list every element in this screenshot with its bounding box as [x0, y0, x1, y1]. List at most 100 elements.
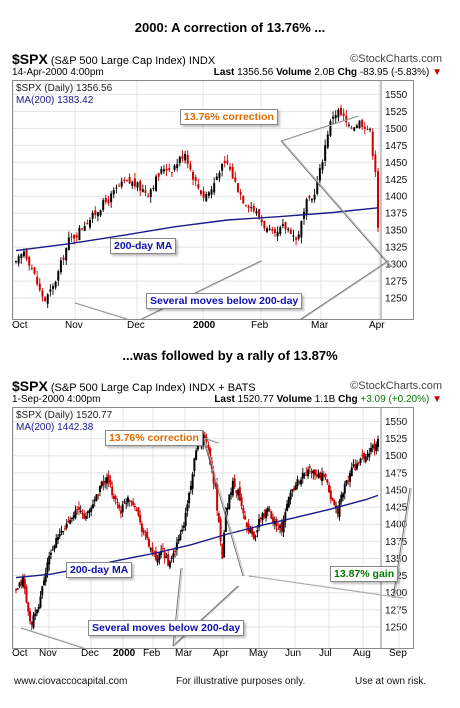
candle-body	[230, 492, 233, 495]
candle-body	[377, 171, 379, 228]
callout-leader-shadow	[301, 260, 390, 319]
candle-body	[110, 193, 113, 203]
candle-body	[303, 474, 306, 477]
chart-1-last: 1356.56	[237, 67, 274, 78]
candle-body	[326, 134, 329, 148]
candle-body	[28, 256, 31, 266]
callout-leader-shadow	[204, 437, 245, 577]
candle-body	[226, 160, 229, 164]
x-tick-label: Feb	[143, 648, 161, 659]
y-tick-label: 1450	[385, 485, 408, 496]
candle-body	[279, 525, 282, 529]
candle-body	[315, 474, 318, 476]
candle-body	[268, 508, 271, 511]
candle-body	[231, 480, 234, 496]
candle-body	[292, 235, 295, 237]
x-tick-label: Mar	[175, 648, 193, 659]
candle-body	[347, 124, 350, 126]
y-tick-label: 1300	[385, 588, 408, 599]
candle-body	[149, 189, 152, 197]
candle-body	[331, 497, 334, 501]
candle-body	[146, 531, 149, 539]
candle-body	[359, 458, 362, 463]
candle-body	[245, 522, 248, 527]
candle-body	[199, 190, 202, 195]
candle-body	[242, 507, 245, 514]
candle-body	[16, 588, 19, 590]
callout-leader-shadow	[22, 627, 85, 648]
candle-body	[125, 179, 128, 181]
candle-body	[161, 547, 164, 549]
candle-body	[176, 164, 179, 169]
callout-leader	[202, 437, 244, 577]
chart-1-svg: 1250 1275 1300 1325 1350 1375 1400 1425 1450 1475…	[13, 81, 408, 319]
candle-body	[284, 222, 287, 230]
candle-body	[165, 168, 168, 171]
candle-body	[371, 131, 374, 157]
chart-1-chg: -83.95 (-5.83%)	[359, 67, 430, 78]
candle-body	[340, 107, 343, 115]
candle-body	[130, 501, 133, 503]
callout-leader	[280, 140, 392, 268]
candle-body	[191, 474, 194, 489]
chart-1-exchange: INDX	[188, 55, 216, 67]
candle-body	[157, 173, 160, 177]
chart-2-date: 1-Sep-2000 4:00pm	[12, 394, 101, 405]
candle-body	[65, 523, 68, 528]
candle-body	[345, 115, 348, 123]
candle-body	[128, 500, 131, 502]
candle-body	[284, 512, 287, 522]
candle-body	[349, 472, 352, 482]
candle-body	[107, 199, 110, 204]
candle-body	[310, 470, 313, 473]
candle-body	[186, 504, 189, 512]
candle-body	[239, 191, 242, 195]
candle-body	[223, 532, 226, 558]
y-tick-label: 1375	[385, 537, 408, 548]
candle-body	[188, 492, 191, 504]
chart-1-name: (S&P 500 Large Cap Index)	[50, 55, 186, 67]
candle-body	[116, 501, 119, 503]
candle-body	[142, 530, 145, 534]
chart-1-legend: $SPX (Daily) 1356.56 MA(200) 1383.42	[16, 83, 112, 107]
callout-leader-shadow	[204, 437, 220, 444]
callout-leader	[202, 437, 219, 444]
candle-body	[374, 154, 377, 172]
x-tick-label: Apr	[369, 320, 385, 331]
candle-body	[152, 187, 155, 189]
y-tick-label: 1550	[385, 417, 408, 428]
candle-body	[233, 478, 236, 488]
x-tick-label: Sep	[389, 648, 407, 659]
chart-1-quote-row: 14-Apr-2000 4:00pm Last 1356.56 Volume 2…	[12, 67, 442, 78]
chart-2-ma-callout: 200-day MA	[66, 562, 133, 578]
x-tick-label: Oct	[12, 320, 28, 331]
candle-body	[163, 551, 166, 559]
candle-body	[350, 127, 353, 129]
candle-body	[242, 195, 245, 204]
candle-body	[125, 503, 128, 505]
candle-body	[256, 530, 259, 533]
candle-body	[172, 553, 175, 558]
chart-2-name: (S&P 500 Large Cap Index)	[50, 382, 186, 394]
candle-body	[65, 247, 68, 261]
candle-body	[91, 504, 94, 509]
candle-body	[123, 179, 126, 182]
chart-1-legend-ma: MA(200) 1383.42	[16, 95, 94, 106]
candle-body	[251, 527, 254, 535]
candle-body	[70, 236, 73, 238]
y-tick-label: 1375	[385, 209, 408, 220]
candle-body	[81, 512, 84, 515]
candle-body	[49, 289, 52, 292]
candle-body	[368, 453, 371, 458]
candle-body	[289, 229, 292, 234]
candle-body	[63, 528, 66, 530]
candle-body	[182, 525, 185, 528]
y-tick-label: 1450	[385, 158, 408, 169]
candle-body	[104, 197, 107, 202]
candle-body	[20, 254, 23, 259]
candle-body	[102, 480, 105, 486]
chart-1-moves-callout: Several moves below 200-day	[146, 293, 303, 309]
x-tick-label: Nov	[65, 320, 83, 331]
candle-body	[268, 228, 271, 230]
candle-body	[213, 183, 216, 193]
